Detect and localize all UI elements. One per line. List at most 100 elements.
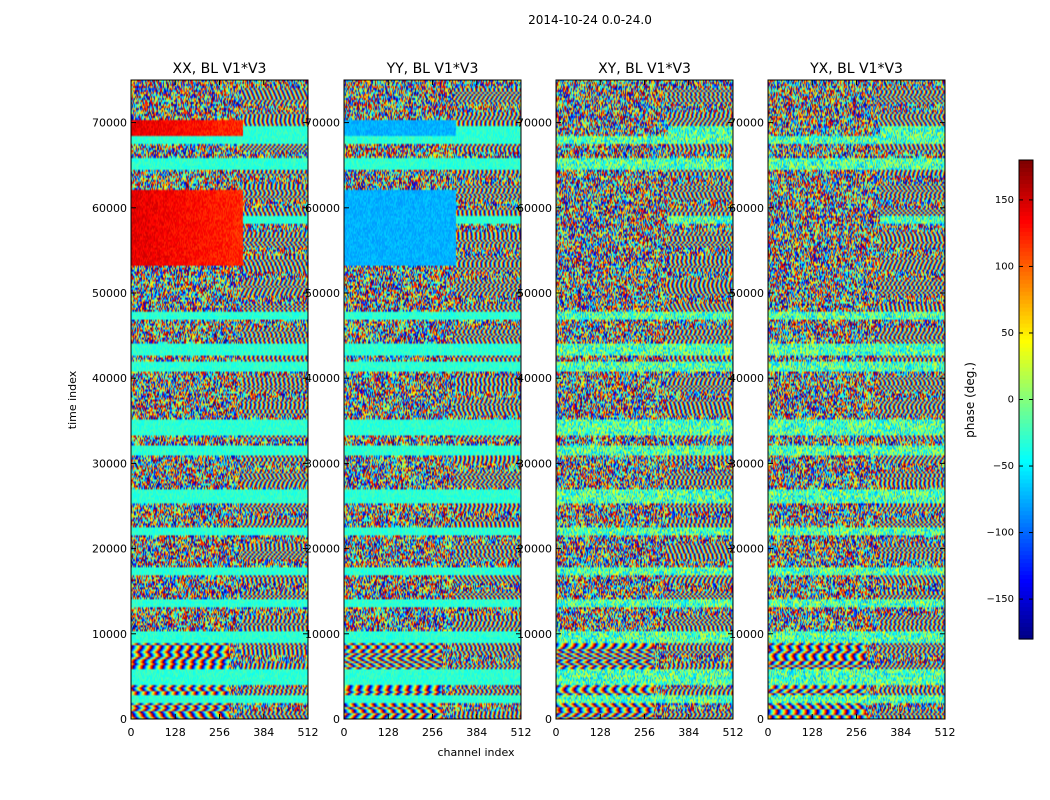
- colorbar-tick-label: −150: [987, 594, 1014, 605]
- colorbar-segment: [1019, 579, 1033, 584]
- colorbar-segment: [1019, 187, 1033, 193]
- y-tick-label: 0: [120, 713, 127, 726]
- y-tick-label: 50000: [305, 287, 340, 300]
- colorbar-segment: [1019, 355, 1033, 361]
- colorbar-segment: [1019, 487, 1033, 492]
- x-tick-label: 384: [466, 726, 487, 739]
- colorbar-segment: [1019, 383, 1033, 389]
- x-tick-label: 0: [765, 726, 772, 739]
- x-axis-label: channel index: [437, 746, 515, 759]
- x-tick-label: 0: [128, 726, 135, 739]
- colorbar-segment: [1019, 619, 1033, 624]
- colorbar-segment: [1019, 167, 1033, 173]
- y-tick-label: 30000: [729, 457, 764, 470]
- y-tick-label: 10000: [305, 628, 340, 641]
- colorbar-segment: [1019, 603, 1033, 608]
- colorbar-segment: [1019, 315, 1033, 321]
- colorbar-segment: [1019, 379, 1033, 385]
- colorbar-segment: [1019, 535, 1033, 540]
- colorbar-segment: [1019, 547, 1033, 552]
- x-tick-label: 128: [590, 726, 611, 739]
- colorbar-segment: [1019, 247, 1033, 253]
- colorbar-segment: [1019, 587, 1033, 592]
- x-tick-label: 0: [553, 726, 560, 739]
- colorbar-segment: [1019, 371, 1033, 377]
- colorbar-segment: [1019, 627, 1033, 632]
- colorbar-segment: [1019, 583, 1033, 588]
- colorbar-segment: [1019, 403, 1033, 409]
- colorbar-segment: [1019, 163, 1033, 169]
- colorbar-segment: [1019, 551, 1033, 556]
- x-tick-label: 256: [422, 726, 443, 739]
- colorbar-segment: [1019, 523, 1033, 528]
- colorbar-segment: [1019, 279, 1033, 285]
- colorbar-segment: [1019, 211, 1033, 217]
- colorbar-segment: [1019, 343, 1033, 349]
- y-tick-label: 20000: [729, 543, 764, 556]
- y-tick-label: 30000: [305, 457, 340, 470]
- x-tick-label: 256: [209, 726, 230, 739]
- heatmap-image-xx: [131, 80, 308, 719]
- colorbar-segment: [1019, 335, 1033, 341]
- colorbar-segment: [1019, 271, 1033, 277]
- colorbar-segment: [1019, 515, 1033, 520]
- x-tick-label: 0: [341, 726, 348, 739]
- colorbar-segment: [1019, 459, 1033, 464]
- colorbar-segment: [1019, 419, 1033, 425]
- colorbar-segment: [1019, 411, 1033, 417]
- colorbar-segment: [1019, 203, 1033, 209]
- figure-suptitle: 2014-10-24 0.0-24.0: [528, 13, 652, 27]
- x-tick-label: 512: [511, 726, 532, 739]
- colorbar-segment: [1019, 323, 1033, 329]
- colorbar-segment: [1019, 559, 1033, 564]
- y-tick-label: 60000: [517, 202, 552, 215]
- colorbar-tick-label: 0: [1008, 395, 1014, 406]
- colorbar-segment: [1019, 431, 1033, 437]
- y-tick-label: 10000: [729, 628, 764, 641]
- colorbar-segment: [1019, 623, 1033, 628]
- colorbar-segment: [1019, 563, 1033, 568]
- y-tick-label: 70000: [729, 117, 764, 130]
- colorbar-segment: [1019, 171, 1033, 177]
- colorbar-segment: [1019, 539, 1033, 544]
- colorbar-tick-label: −100: [987, 528, 1014, 539]
- colorbar-segment: [1019, 435, 1033, 441]
- y-tick-label: 20000: [517, 543, 552, 556]
- x-tick-label: 512: [298, 726, 319, 739]
- x-tick-label: 256: [846, 726, 867, 739]
- colorbar-segment: [1019, 575, 1033, 580]
- colorbar-segment: [1019, 287, 1033, 293]
- colorbar-segment: [1019, 567, 1033, 572]
- colorbar-segment: [1019, 175, 1033, 181]
- y-tick-label: 70000: [517, 117, 552, 130]
- panel-title-yx: YX, BL V1*V3: [809, 61, 903, 77]
- colorbar-segment: [1019, 439, 1033, 445]
- y-tick-label: 0: [757, 713, 764, 726]
- colorbar-segment: [1019, 479, 1033, 484]
- colorbar-segment: [1019, 507, 1033, 512]
- colorbar-segment: [1019, 591, 1033, 596]
- colorbar-segment: [1019, 267, 1033, 273]
- colorbar-tick-label: −50: [993, 461, 1014, 472]
- colorbar-segment: [1019, 607, 1033, 612]
- colorbar-segment: [1019, 219, 1033, 225]
- colorbar-segment: [1019, 283, 1033, 289]
- colorbar-segment: [1019, 339, 1033, 345]
- colorbar-segment: [1019, 259, 1033, 265]
- colorbar-tick-label: 100: [995, 261, 1014, 272]
- colorbar-segment: [1019, 635, 1033, 640]
- colorbar-segment: [1019, 327, 1033, 333]
- colorbar-label: phase (deg.): [963, 362, 977, 438]
- y-tick-label: 50000: [92, 287, 127, 300]
- colorbar-segment: [1019, 207, 1033, 213]
- colorbar-segment: [1019, 179, 1033, 185]
- y-tick-label: 60000: [305, 202, 340, 215]
- colorbar-segment: [1019, 160, 1033, 165]
- y-tick-label: 20000: [305, 543, 340, 556]
- colorbar-segment: [1019, 455, 1033, 460]
- y-tick-label: 60000: [92, 202, 127, 215]
- colorbar-segment: [1019, 467, 1033, 472]
- colorbar-segment: [1019, 391, 1033, 397]
- colorbar-segment: [1019, 367, 1033, 373]
